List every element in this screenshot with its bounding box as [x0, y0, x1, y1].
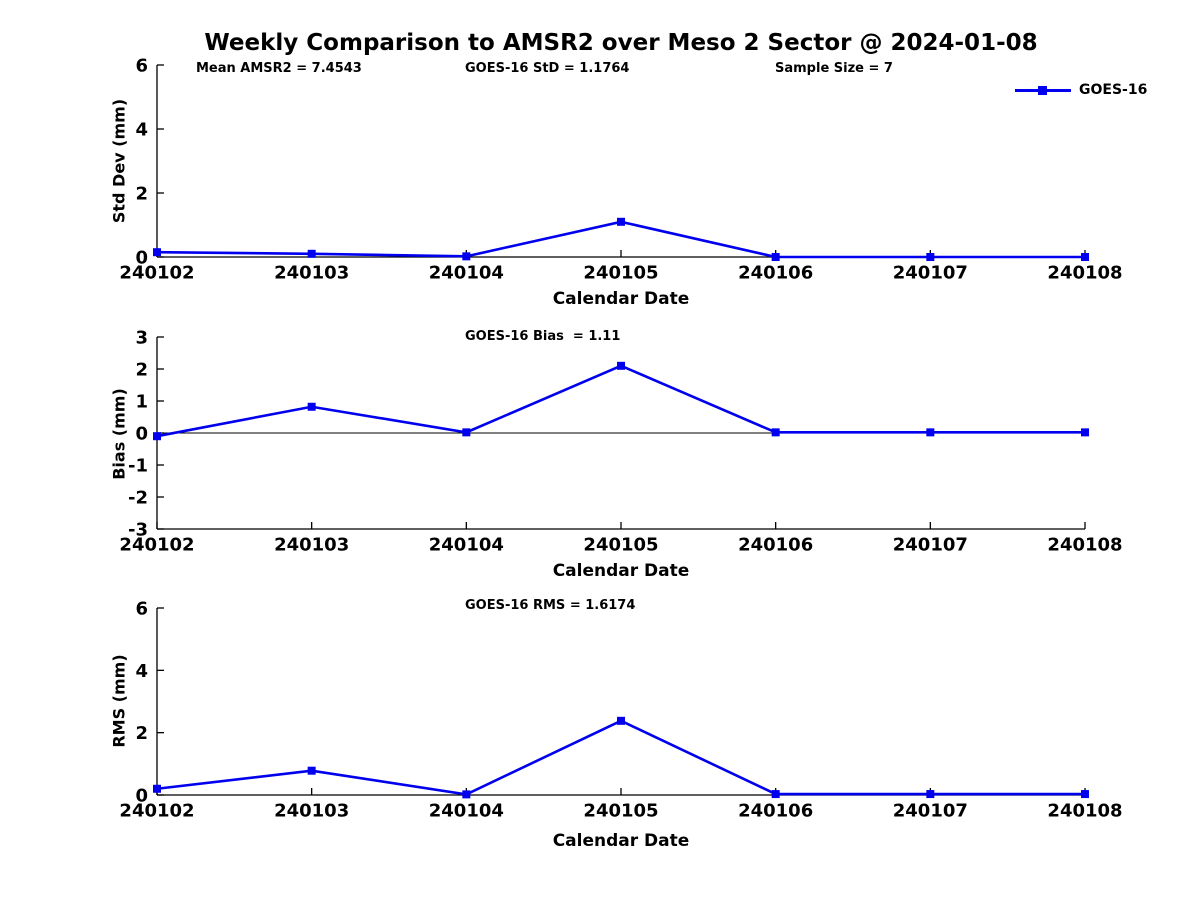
rms-data-point-marker	[153, 784, 161, 793]
bias-y-tick-label: -3	[128, 520, 148, 541]
bias-x-tick-label: 240103	[274, 535, 349, 556]
bias-y-tick-label: 3	[135, 328, 148, 349]
rms-x-tick-label: 240108	[1047, 801, 1122, 822]
bias-data-point-marker	[771, 428, 780, 437]
bias-data-point-marker	[1081, 428, 1089, 437]
rms-x-axis-label: Calendar Date	[552, 831, 690, 851]
legend-label: GOES-16	[1079, 82, 1148, 98]
stddev-data-point-marker	[307, 249, 316, 258]
bias-y-tick-label: -2	[128, 488, 148, 509]
stddev-x-tick-label: 240103	[274, 263, 349, 284]
bias-series-line	[156, 364, 1085, 438]
stddev-data-point-marker	[462, 252, 471, 261]
stddev-x-axis-label: Calendar Date	[552, 289, 690, 309]
stddev-x-tick-label: 240108	[1047, 263, 1122, 284]
annotation-goes16-bias: GOES-16 Bias = 1.11	[465, 329, 621, 344]
rms-y-tick-label: 2	[135, 723, 148, 744]
bias-data-point-marker	[926, 428, 935, 437]
annotation-sample-size: Sample Size = 7	[775, 61, 893, 76]
stddev-x-tick-label: 240104	[429, 263, 504, 284]
rms-data-point-marker	[617, 716, 625, 725]
stddev-data-point-marker	[771, 253, 780, 261]
bias-x-tick-label: 240106	[738, 535, 813, 556]
chart-title: Weekly Comparison to AMSR2 over Meso 2 S…	[204, 30, 1038, 56]
stddev-y-axis-label: Std Dev (mm)	[109, 98, 129, 224]
rms-x-tick-label: 240105	[583, 801, 658, 822]
stddev-x-tick-label: 240105	[583, 263, 658, 284]
stddev-y-tick-label: 0	[135, 248, 148, 269]
stddev-x-tick-label: 240102	[119, 263, 194, 284]
bias-x-tick-label: 240102	[119, 535, 194, 556]
bias-y-tick-label: 1	[135, 392, 148, 413]
rms-data-point-marker	[307, 766, 316, 775]
rms-x-tick-label: 240103	[274, 801, 349, 822]
bias-y-axis-label: Bias (mm)	[109, 388, 129, 480]
bias-x-tick-label: 240105	[583, 535, 658, 556]
bias-y-tick-label: -1	[128, 456, 148, 477]
stddev-x-tick-label: 240107	[893, 263, 968, 284]
rms-x-tick-label: 240102	[119, 801, 194, 822]
rms-x-tick-label: 240106	[738, 801, 813, 822]
bias-x-tick-label: 240104	[429, 535, 504, 556]
bias-data-point-marker	[617, 361, 625, 370]
bias-x-axis-label: Calendar Date	[552, 561, 690, 581]
bias-y-tick-label: 2	[135, 360, 148, 381]
stddev-data-point-marker	[617, 217, 625, 226]
rms-y-tick-label: 6	[135, 599, 148, 620]
rms-y-axis-label: RMS (mm)	[109, 654, 129, 748]
rms-series-line	[156, 719, 1085, 796]
bias-data-point-marker	[307, 402, 316, 411]
legend: GOES-16	[1015, 82, 1185, 100]
bias-x-tick-label: 240108	[1047, 535, 1122, 556]
annotation-goes16-rms: GOES-16 RMS = 1.6174	[465, 598, 636, 613]
rms-data-point-marker	[1081, 790, 1089, 799]
stddev-y-tick-label: 6	[135, 56, 148, 77]
legend-square-marker-icon	[1038, 86, 1047, 95]
rms-data-point-marker	[462, 790, 471, 799]
annotation-goes16-std: GOES-16 StD = 1.1764	[465, 61, 630, 76]
rms-x-tick-label: 240107	[893, 801, 968, 822]
stddev-y-tick-label: 2	[135, 184, 148, 205]
stddev-y-tick-label: 4	[135, 120, 148, 141]
stddev-data-point-marker	[926, 253, 935, 261]
bias-data-point-marker	[462, 428, 471, 437]
annotation-mean-amsr2: Mean AMSR2 = 7.4543	[196, 61, 362, 76]
bias-x-tick-label: 240107	[893, 535, 968, 556]
bias-y-tick-label: 0	[135, 424, 148, 445]
rms-data-point-marker	[926, 790, 935, 799]
rms-x-tick-label: 240104	[429, 801, 504, 822]
rms-data-point-marker	[771, 790, 780, 799]
rms-y-tick-label: 0	[135, 786, 148, 807]
stddev-x-tick-label: 240106	[738, 263, 813, 284]
stddev-data-point-marker	[1081, 253, 1089, 261]
bias-data-point-marker	[153, 432, 161, 441]
rms-y-tick-label: 4	[135, 661, 148, 682]
stddev-data-point-marker	[153, 248, 161, 257]
